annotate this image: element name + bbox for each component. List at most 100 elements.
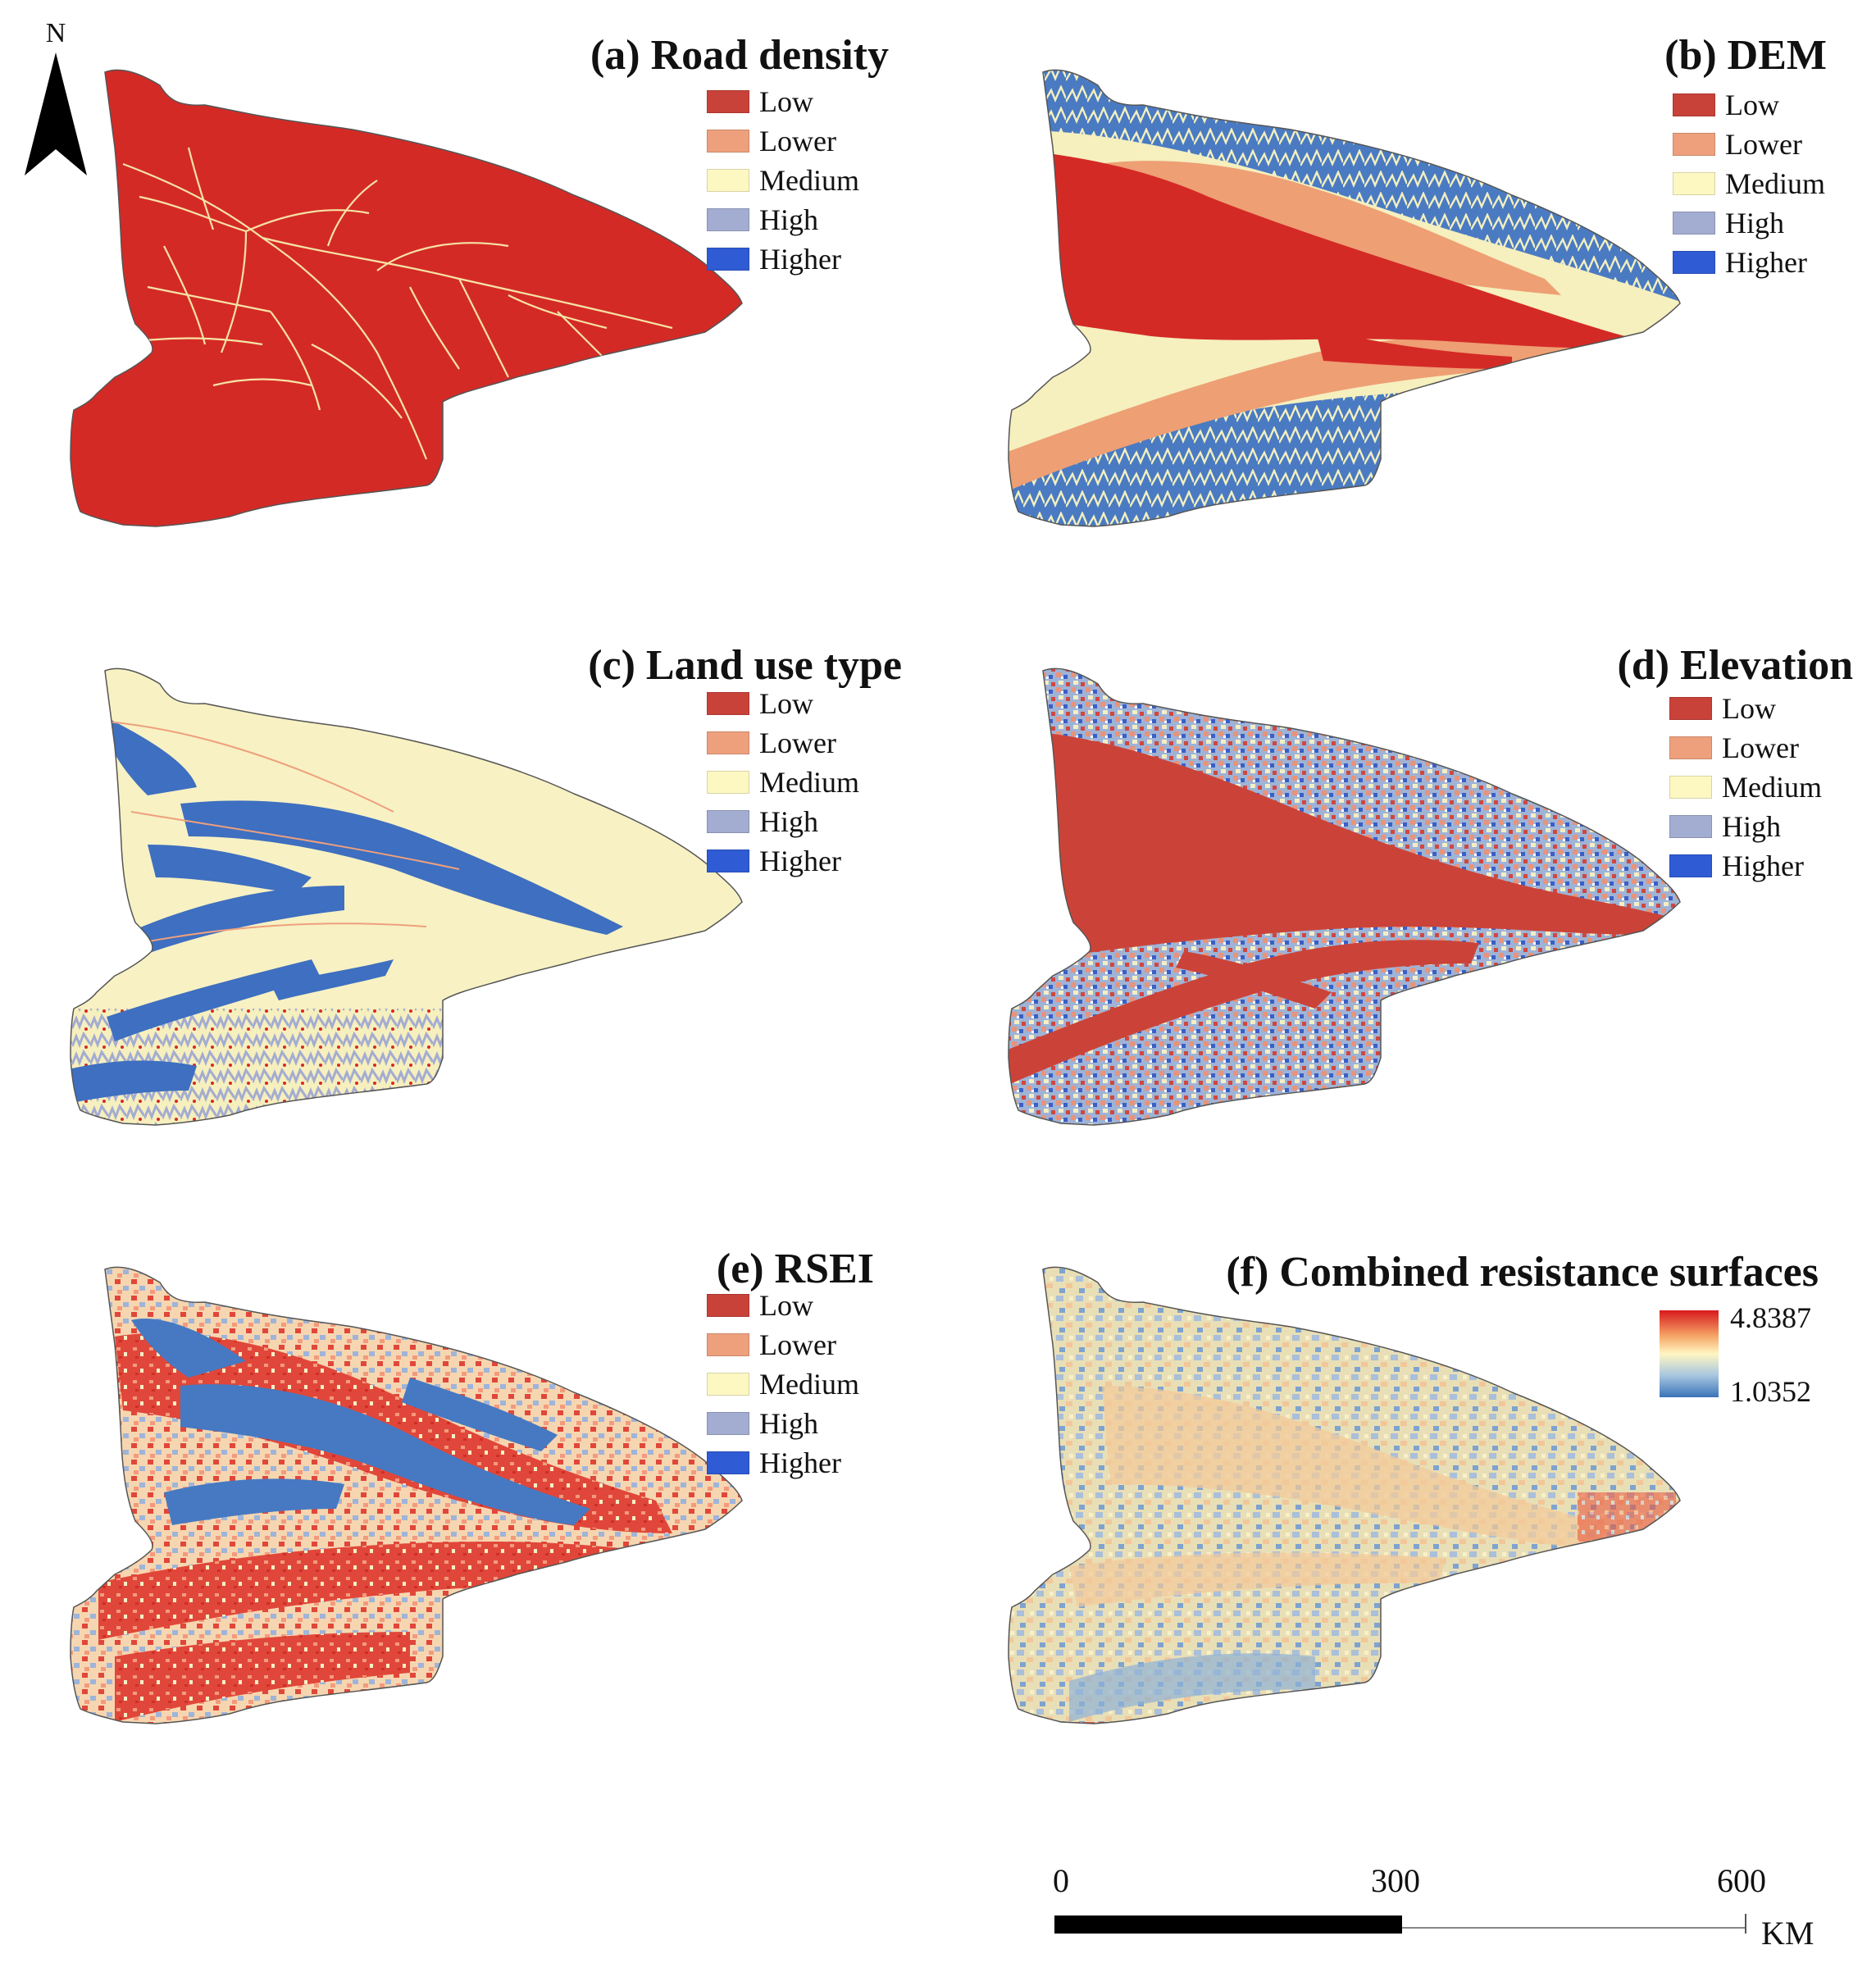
road-line bbox=[409, 286, 460, 370]
road-line bbox=[311, 344, 403, 419]
map-road-density bbox=[70, 69, 743, 527]
map-dem bbox=[1008, 69, 1681, 527]
legend-swatch bbox=[707, 810, 749, 833]
legend-swatch bbox=[707, 1294, 749, 1317]
map-land-use-type bbox=[70, 667, 743, 1126]
legend-swatch bbox=[1673, 172, 1715, 195]
road-line bbox=[147, 285, 271, 313]
north-letter: N bbox=[45, 18, 66, 48]
scale-bar-graphic bbox=[1054, 1914, 1746, 1934]
region-shape bbox=[70, 1266, 743, 1724]
scale-tick-0: 0 bbox=[1053, 1862, 1069, 1899]
road-line bbox=[326, 180, 378, 247]
legend-item-medium: Medium bbox=[707, 763, 859, 802]
region-shape bbox=[70, 667, 743, 1126]
legend-item-low: Low bbox=[1669, 689, 1822, 728]
road-line bbox=[245, 209, 370, 233]
legend-swatch bbox=[1669, 697, 1712, 720]
panel-elevation: (d) Elevation Low Lower Medium High High… bbox=[938, 599, 1876, 1197]
scale-unit: KM bbox=[1761, 1915, 1815, 1952]
region-shape bbox=[1008, 1266, 1681, 1724]
legend-swatch bbox=[1673, 93, 1715, 116]
panel-combined-resistance: (f) Combined resistance surfaces 4.8387 … bbox=[938, 1197, 1876, 1796]
scale-tick-600: 600 bbox=[1717, 1862, 1766, 1899]
road-line bbox=[212, 378, 312, 387]
legend-item-higher: Higher bbox=[707, 1443, 859, 1483]
legend-item-high: High bbox=[707, 200, 859, 239]
region-shape bbox=[1008, 69, 1681, 527]
legend-swatch bbox=[1669, 815, 1712, 838]
legend-item-lower: Lower bbox=[707, 1325, 859, 1364]
panel-title: (a) Road density bbox=[590, 32, 889, 79]
road-line bbox=[508, 294, 608, 330]
gradient-max-label: 4.8387 bbox=[1730, 1301, 1811, 1334]
legend-item-high: High bbox=[707, 802, 859, 841]
legend-swatch bbox=[707, 850, 749, 872]
road-line bbox=[220, 230, 248, 353]
panel-land-use-type: (c) Land use type Low Lower Medium High … bbox=[0, 599, 938, 1197]
north-arrow-icon bbox=[25, 52, 87, 175]
legend: Low Lower Medium High Higher bbox=[707, 82, 859, 279]
legend: Low Lower Medium High Higher bbox=[1673, 85, 1825, 282]
legend-item-medium: Medium bbox=[707, 1364, 859, 1404]
legend-swatch bbox=[1673, 212, 1715, 235]
panel-title: (e) RSEI bbox=[716, 1246, 874, 1292]
scale-tick-300: 300 bbox=[1371, 1862, 1420, 1899]
legend-item-medium: Medium bbox=[707, 161, 859, 200]
panel-title: (f) Combined resistance surfaces bbox=[1226, 1249, 1819, 1296]
road-line bbox=[458, 278, 509, 378]
panel-title: (c) Land use type bbox=[588, 642, 902, 689]
panel-title: (d) Elevation bbox=[1617, 642, 1853, 689]
legend: Low Lower Medium High Higher bbox=[707, 1286, 859, 1483]
legend-item-medium: Medium bbox=[1673, 164, 1825, 203]
gradient-bar bbox=[1660, 1310, 1719, 1397]
panel-title: (b) DEM bbox=[1664, 32, 1827, 79]
road-line bbox=[187, 147, 215, 230]
road-line bbox=[376, 242, 509, 271]
legend-item-medium: Medium bbox=[1669, 768, 1822, 807]
legend-item-higher: Higher bbox=[1673, 243, 1825, 282]
legend-item-high: High bbox=[1669, 807, 1822, 846]
road-line bbox=[139, 195, 247, 233]
scale-bar: 0 300 600 KM bbox=[1053, 1861, 1814, 1968]
legend-item-higher: Higher bbox=[707, 239, 859, 279]
legend-item-high: High bbox=[1673, 203, 1825, 243]
legend-swatch bbox=[707, 771, 749, 794]
legend-swatch bbox=[1669, 736, 1712, 759]
legend-item-lower: Lower bbox=[707, 121, 859, 161]
legend-swatch bbox=[707, 90, 749, 113]
panel-road-density: (a) Road density Low Lower Medium High H… bbox=[0, 0, 938, 599]
legend-swatch bbox=[707, 731, 749, 754]
legend-swatch bbox=[1669, 776, 1712, 799]
panel-rsei: (e) RSEI Low Lower Medium High Higher bbox=[0, 1197, 938, 1796]
road-line bbox=[122, 162, 673, 330]
legend-swatch bbox=[707, 208, 749, 231]
road-line bbox=[270, 311, 321, 411]
legend-swatch bbox=[707, 130, 749, 153]
legend-item-low: Low bbox=[707, 82, 859, 121]
map-combined-resistance bbox=[1008, 1266, 1681, 1724]
region-shape bbox=[1008, 667, 1681, 1126]
legend: Low Lower Medium High Higher bbox=[707, 684, 859, 881]
legend-item-lower: Lower bbox=[707, 723, 859, 763]
legend-item-low: Low bbox=[707, 1286, 859, 1325]
gradient-min-label: 1.0352 bbox=[1730, 1375, 1811, 1408]
road-line bbox=[262, 237, 428, 460]
panel-dem: (b) DEM Low Lower Medium High Higher bbox=[938, 0, 1876, 599]
north-arrow: N bbox=[23, 18, 89, 175]
legend-item-higher: Higher bbox=[707, 841, 859, 881]
region-shape bbox=[70, 69, 743, 527]
legend-item-lower: Lower bbox=[1673, 125, 1825, 164]
legend-swatch bbox=[707, 1333, 749, 1356]
legend-item-low: Low bbox=[707, 684, 859, 723]
map-elevation bbox=[1008, 667, 1681, 1126]
legend-item-low: Low bbox=[1673, 85, 1825, 125]
legend-swatch bbox=[707, 248, 749, 271]
map-rsei bbox=[70, 1266, 743, 1724]
legend-swatch bbox=[707, 1412, 749, 1435]
legend-swatch bbox=[707, 1451, 749, 1474]
legend-item-higher: Higher bbox=[1669, 846, 1822, 886]
legend-swatch bbox=[1673, 133, 1715, 156]
legend-swatch bbox=[1669, 854, 1712, 877]
